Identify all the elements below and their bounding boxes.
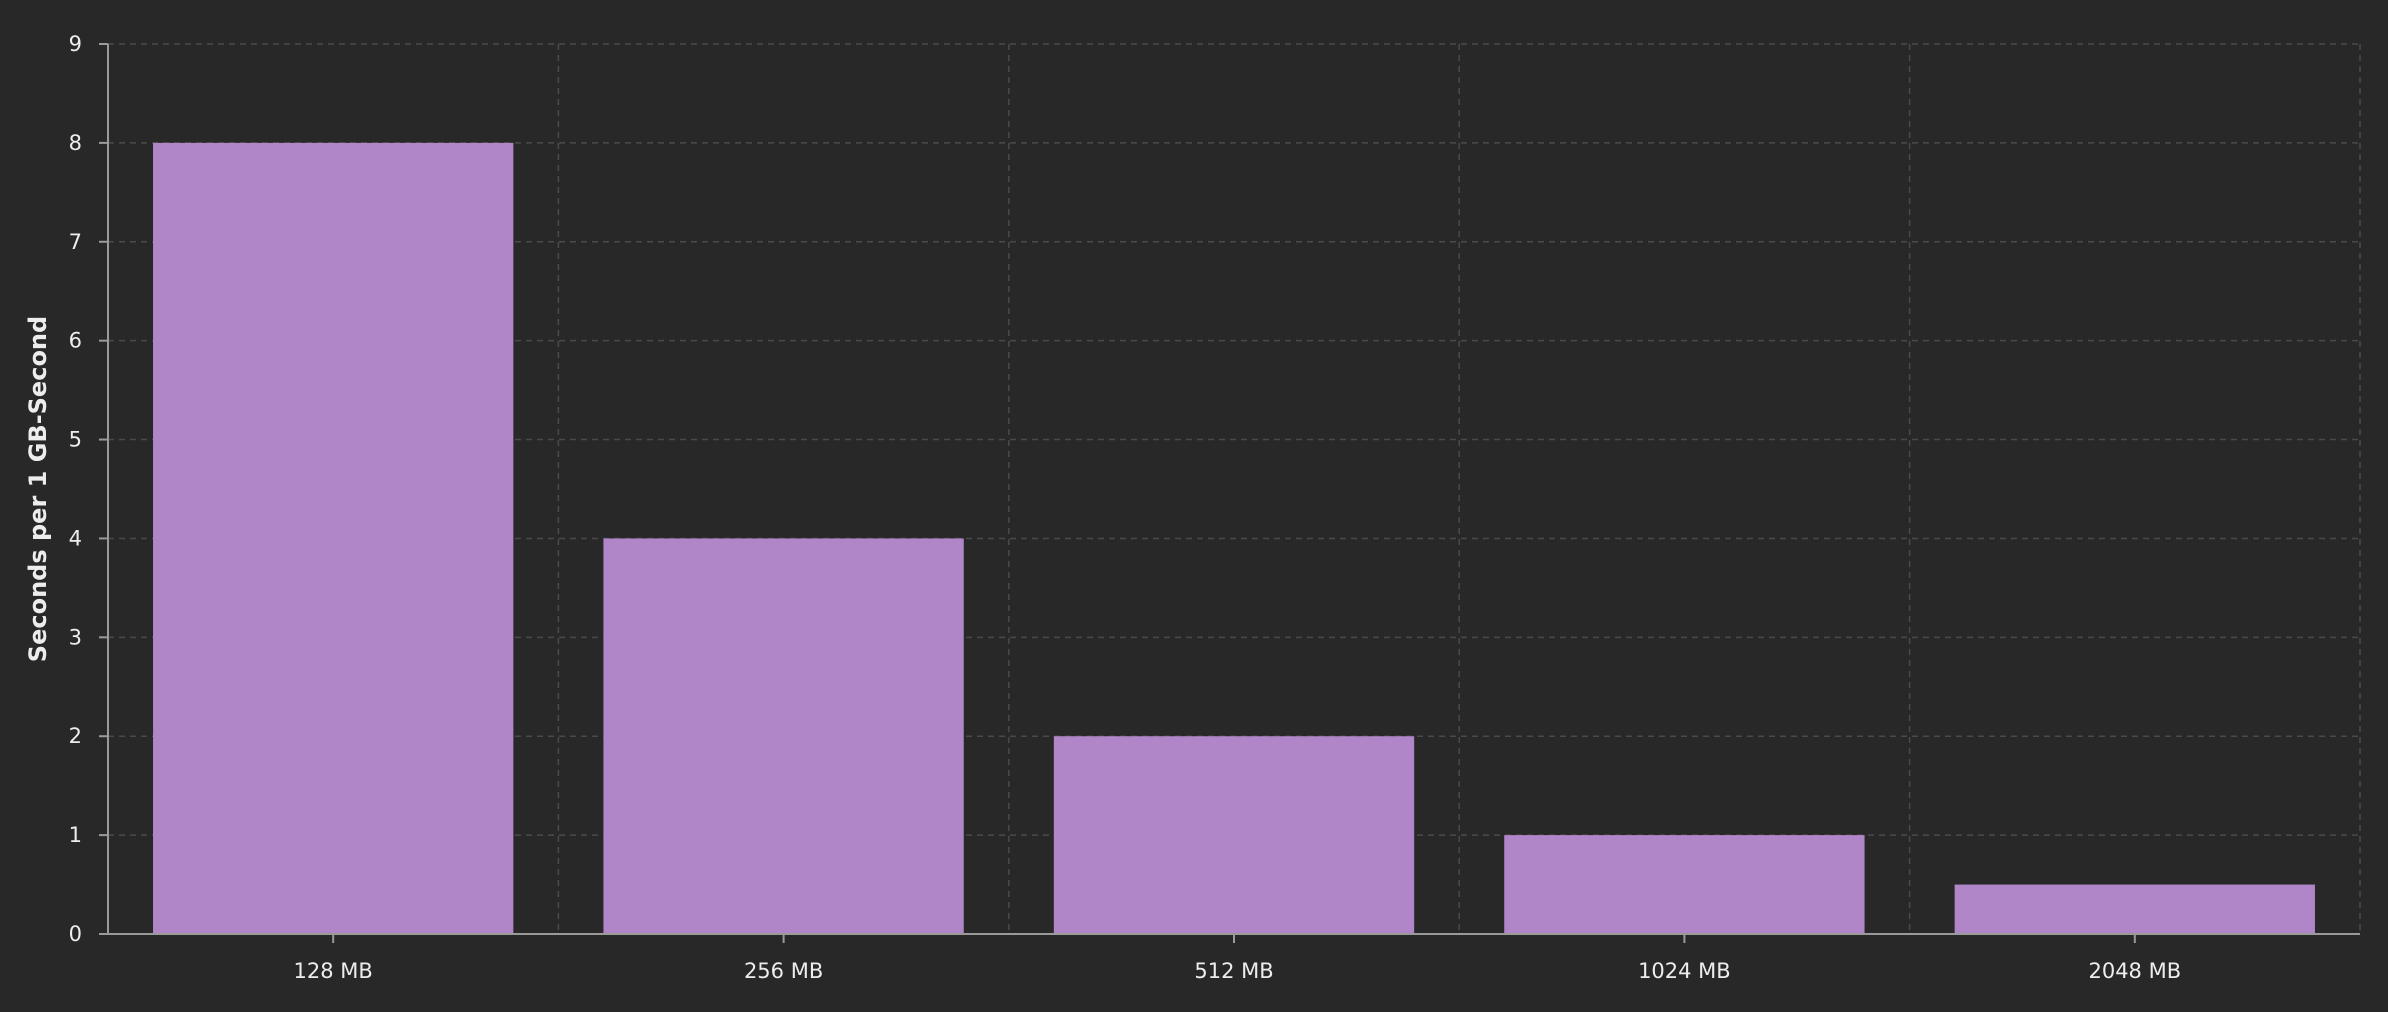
y-tick-label: 4	[69, 526, 82, 550]
x-tick-label: 128 MB	[294, 959, 373, 983]
bar-2048-mb	[1954, 884, 2315, 934]
y-tick-label: 0	[69, 922, 82, 946]
y-tick-label: 5	[69, 428, 82, 452]
y-tick-label: 1	[69, 823, 82, 847]
x-tick-label: 512 MB	[1194, 959, 1273, 983]
x-axis-ticks: 128 MB 256 MB 512 MB 1024 MB 2048 MB	[294, 934, 2181, 983]
y-tick-label: 6	[69, 329, 82, 353]
bar-128-mb	[153, 142, 514, 934]
y-tick-label: 3	[69, 625, 82, 649]
y-axis-title: Seconds per 1 GB-Second	[24, 316, 52, 662]
y-tick-label: 7	[69, 230, 82, 254]
y-tick-label: 8	[69, 131, 82, 155]
bar-256-mb	[603, 538, 964, 934]
bar-1024-mb	[1504, 835, 1865, 934]
x-tick-label: 2048 MB	[2088, 959, 2181, 983]
x-tick-label: 1024 MB	[1638, 959, 1731, 983]
bar-512-mb	[1053, 736, 1415, 934]
bars	[153, 142, 2315, 934]
x-tick-label: 256 MB	[744, 959, 823, 983]
y-axis-ticks: 0 1 2 3 4 5 6 7 8 9	[69, 32, 108, 946]
y-tick-label: 9	[69, 32, 82, 56]
y-tick-label: 2	[69, 724, 82, 748]
